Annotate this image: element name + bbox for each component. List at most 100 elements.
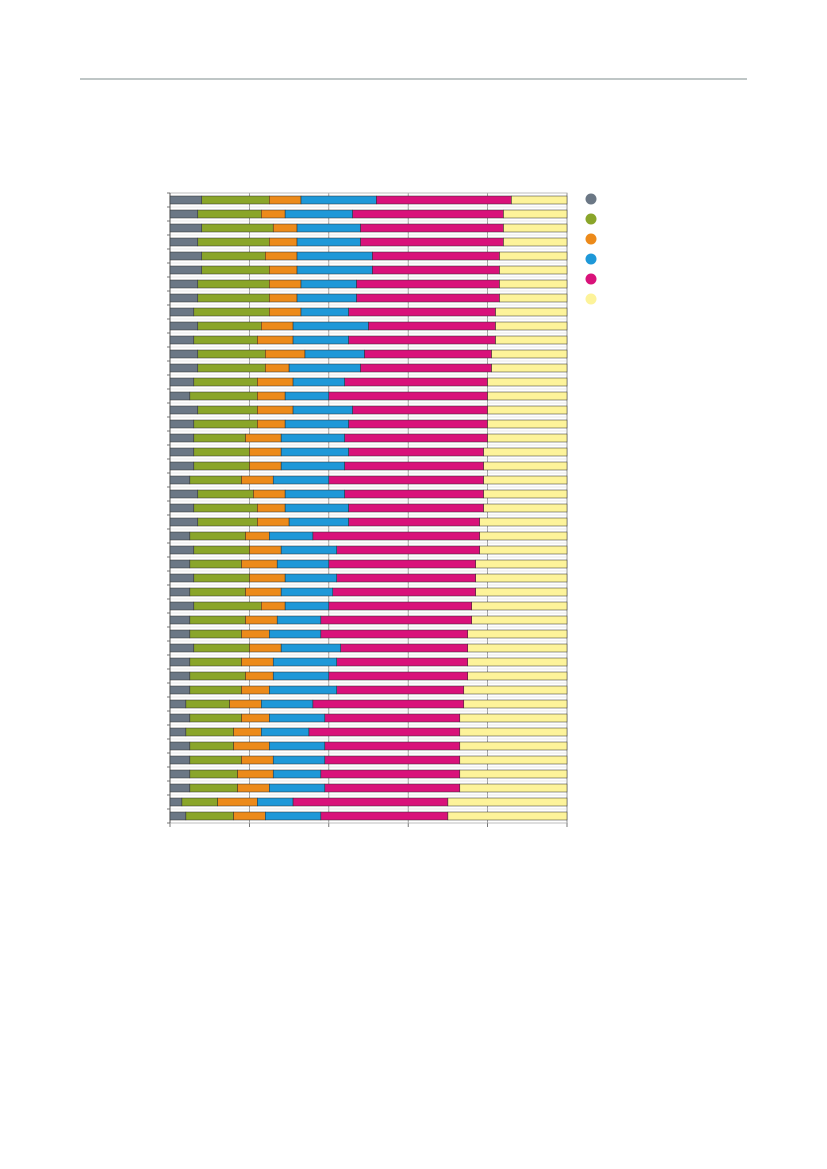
- bar-segment: [499, 279, 568, 289]
- bar-segment: [320, 615, 472, 625]
- bar-segment: [261, 321, 294, 331]
- bar-segment: [197, 363, 266, 373]
- bar-segment: [364, 349, 492, 359]
- bar-segment: [356, 279, 500, 289]
- bar-segment: [237, 769, 274, 779]
- bar-segment: [189, 741, 234, 751]
- bar-segment: [241, 657, 274, 667]
- bar-segment: [245, 433, 282, 443]
- bar-segment: [296, 265, 373, 275]
- bar-segment: [348, 419, 488, 429]
- bar-segment: [193, 601, 262, 611]
- bar-segment: [324, 783, 461, 793]
- bar-segment: [197, 489, 254, 499]
- bar-segment: [336, 545, 480, 555]
- bar-segment: [169, 559, 191, 569]
- bar-segment: [257, 797, 294, 807]
- bar-segment: [257, 517, 290, 527]
- legend-swatch: [585, 233, 597, 245]
- bar-segment: [249, 545, 282, 555]
- bar-segment: [269, 685, 337, 695]
- bar-segment: [328, 391, 488, 401]
- bar-segment: [467, 657, 568, 667]
- bar-segment: [356, 293, 500, 303]
- bar-segment: [169, 769, 191, 779]
- bar-segment: [169, 419, 195, 429]
- bar-segment: [169, 755, 191, 765]
- bar-segment: [201, 251, 266, 261]
- bar-segment: [261, 601, 286, 611]
- bar-segment: [280, 643, 341, 653]
- bar-segment: [169, 503, 195, 513]
- bar-segment: [169, 573, 195, 583]
- bar-segment: [193, 419, 258, 429]
- bar-segment: [292, 797, 449, 807]
- bar-segment: [189, 685, 242, 695]
- bar-segment: [284, 503, 349, 513]
- bar-segment: [265, 811, 322, 821]
- bar-segment: [272, 671, 330, 681]
- bar-segment: [475, 573, 568, 583]
- bar-segment: [189, 391, 258, 401]
- bar-segment: [265, 363, 290, 373]
- bar-segment: [241, 475, 274, 485]
- bar-segment: [233, 741, 270, 751]
- bar-segment: [487, 377, 568, 387]
- bar-segment: [261, 209, 286, 219]
- bar-segment: [284, 489, 345, 499]
- bar-segment: [185, 699, 230, 709]
- bar-segment: [169, 727, 187, 737]
- bar-segment: [189, 671, 246, 681]
- bar-segment: [197, 279, 270, 289]
- bar-segment: [269, 783, 326, 793]
- bar-segment: [189, 475, 242, 485]
- bar-segment: [169, 307, 195, 317]
- bar-segment: [181, 797, 218, 807]
- bar-segment: [487, 419, 568, 429]
- bar-segment: [269, 713, 326, 723]
- bar-segment: [483, 489, 568, 499]
- bar-segment: [189, 657, 242, 667]
- bar-segment: [292, 405, 353, 415]
- bar-segment: [169, 335, 195, 345]
- bar-segment: [499, 293, 568, 303]
- bar-segment: [459, 727, 568, 737]
- bar-segment: [237, 783, 270, 793]
- bar-segment: [241, 559, 278, 569]
- bar-segment: [312, 699, 465, 709]
- bar-segment: [169, 279, 199, 289]
- bar-segment: [217, 797, 258, 807]
- bar-segment: [193, 335, 258, 345]
- bar-segment: [479, 545, 568, 555]
- bar-segment: [487, 405, 568, 415]
- legend-swatch: [585, 193, 597, 205]
- bar-segment: [272, 769, 322, 779]
- bar-segment: [249, 573, 286, 583]
- bar-segment: [169, 321, 199, 331]
- bar-segment: [245, 531, 270, 541]
- bar-segment: [479, 531, 568, 541]
- bar-segment: [169, 377, 195, 387]
- bar-segment: [169, 545, 195, 555]
- bar-segment: [269, 265, 298, 275]
- bar-segment: [272, 755, 326, 765]
- bar-segment: [189, 769, 238, 779]
- bar-segment: [169, 601, 195, 611]
- bar-segment: [308, 727, 461, 737]
- bar-segment: [288, 517, 349, 527]
- bar-segment: [348, 447, 484, 457]
- bar-segment: [344, 377, 488, 387]
- bar-segment: [169, 811, 187, 821]
- bar-segment: [197, 209, 262, 219]
- bar-segment: [276, 615, 322, 625]
- bar-segment: [197, 349, 266, 359]
- bar-segment: [197, 237, 270, 247]
- bar-segment: [292, 321, 369, 331]
- bar-segment: [276, 559, 330, 569]
- bar-segment: [193, 447, 250, 457]
- bar-segment: [193, 433, 246, 443]
- bar-segment: [269, 237, 298, 247]
- bar-segment: [169, 629, 191, 639]
- bar-segment: [269, 279, 302, 289]
- bar-segment: [261, 727, 310, 737]
